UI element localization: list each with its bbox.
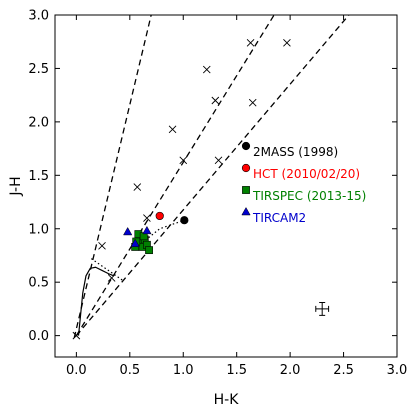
y-axis-label: J-H: [8, 176, 24, 196]
data-point: [142, 225, 152, 235]
cross-marker: [283, 38, 291, 47]
cross-marker: [202, 65, 211, 74]
reddening-vector: [75, 15, 275, 336]
cross-marker: [179, 156, 188, 165]
y-tick-label: 3.0: [28, 9, 49, 24]
intrinsic-locus: [77, 266, 115, 336]
data-point: [145, 246, 153, 255]
cross-marker: [246, 38, 255, 47]
y-tick-label: 2.0: [28, 115, 49, 130]
points-layer: [123, 211, 330, 316]
reddening-vector: [75, 15, 350, 337]
reddening-vector: [73, 15, 152, 338]
x-tick-label: 0.0: [66, 363, 87, 378]
y-tick-label: 0.0: [28, 329, 49, 344]
data-point: [130, 238, 140, 247]
legend: 2MASS (1998) HCT (2010/02/20) TIRSPEC (201…: [241, 141, 366, 225]
legend-label: TIRSPEC (2013-15): [252, 189, 366, 203]
cross-marker: [168, 125, 177, 134]
y-tick-label: 1.0: [28, 222, 49, 237]
data-point: [155, 211, 164, 221]
legend-marker: [241, 206, 251, 216]
x-axis-label: H-K: [214, 392, 240, 408]
y-tick-label: 1.5: [28, 169, 49, 184]
x-tick-label: 1.5: [226, 363, 247, 378]
lines-layer: [72, 15, 350, 340]
legend-label: TIRCAM2: [252, 211, 306, 225]
data-point: [180, 216, 189, 225]
cross-marker: [133, 183, 142, 191]
x-tick-label: 0.5: [119, 363, 140, 378]
legend-label: 2MASS (1998): [253, 145, 338, 159]
ticks-layer: 0.0 0.5 1.0 1.5 2.0 2.5 3.0 0.0 0.5 1.0 1.5 2.0 2.5 3…: [28, 9, 407, 379]
y-tick-label: 0.5: [28, 276, 49, 291]
legend-marker: [242, 186, 250, 194]
cross-marker: [98, 242, 106, 250]
plot-frame: [54, 14, 398, 358]
legend-marker: [241, 163, 251, 173]
legend-marker: [241, 141, 251, 151]
y-tick-label: 2.5: [28, 62, 49, 77]
legend-label: HCT (2010/02/20): [253, 167, 360, 181]
x-tick-label: 2.0: [280, 363, 301, 378]
x-tick-label: 3.0: [387, 363, 408, 378]
cross-marker: [107, 274, 116, 282]
x-tick-label: 2.5: [333, 363, 354, 378]
cross-marker: [211, 96, 220, 105]
cross-marker: [143, 214, 151, 222]
error-bar: [315, 301, 330, 316]
x-tick-label: 1.0: [173, 363, 194, 378]
data-point: [123, 226, 133, 236]
cross-marker: [214, 156, 223, 165]
cross-marker: [248, 98, 257, 107]
